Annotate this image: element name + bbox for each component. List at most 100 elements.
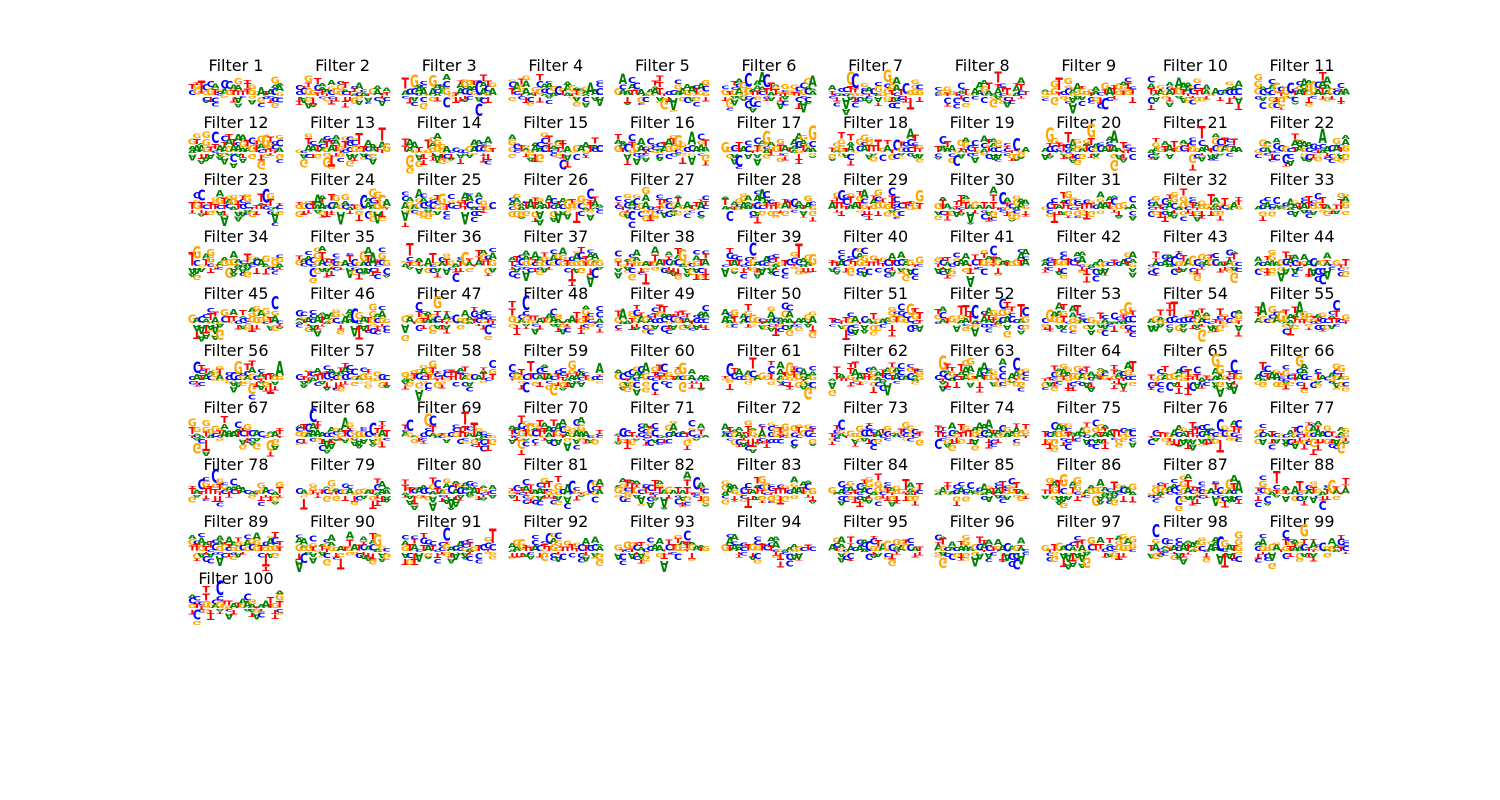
sequence-logo: CACGTGCTGTCCCACTTCGGACAACGACATAGGATTACTC… <box>934 70 1030 110</box>
logo-letter-T: T <box>457 430 465 439</box>
logo-letter-G: G <box>744 421 753 428</box>
logo-letter-G: G <box>725 146 734 155</box>
logo-letter-C: C <box>883 431 891 440</box>
logo-letter-A: A <box>1277 205 1287 208</box>
logo-letter-G: G <box>202 146 211 155</box>
logo-letter-C: C <box>243 490 251 496</box>
logo-letter-A: A <box>980 148 989 154</box>
logo-letter-C: C <box>327 200 335 211</box>
logo-letter-A: A <box>1003 323 1012 331</box>
logo-letter-T: T <box>1333 317 1341 325</box>
logo-letter-T: T <box>1157 431 1165 440</box>
logo-letter-A: A <box>197 213 206 217</box>
logo-letter-A: A <box>1087 264 1096 268</box>
logo-letter-C: C <box>239 203 247 212</box>
logo-letter-A: A <box>1291 441 1300 450</box>
panel-title: Filter 61 <box>736 341 802 360</box>
logo-letter-C: C <box>892 92 900 97</box>
logo-letter-T: T <box>1217 214 1225 221</box>
logo-letter-C: C <box>1328 266 1336 271</box>
logo-letter-A: A <box>994 95 1003 100</box>
logo-letter-T: T <box>545 266 553 270</box>
logo-letter-C: C <box>327 432 335 439</box>
logo-letter-G: G <box>952 258 961 262</box>
logo-letter-T: T <box>221 205 229 211</box>
logo-letter-A: A <box>429 87 438 98</box>
logo-letter-C: C <box>661 380 669 385</box>
logo-letter-C: C <box>420 84 428 89</box>
logo-letter-T: T <box>1199 308 1207 315</box>
logo-letter-A: A <box>1166 82 1175 88</box>
logo-letter-C: C <box>197 315 205 325</box>
logo-letter-C: C <box>332 317 340 325</box>
logo-letter-G: G <box>1212 351 1221 371</box>
logo-letter-C: C <box>429 266 437 274</box>
logo-letter-A: A <box>359 92 368 97</box>
logo-letter-C: C <box>934 86 942 91</box>
logo-letter-C: C <box>207 307 215 314</box>
logo-letter-C: C <box>1194 365 1202 376</box>
logo-letter-A: A <box>767 91 776 97</box>
logo-letter-G: G <box>785 359 794 381</box>
logo-letter-G: G <box>438 149 447 154</box>
logo-letter-G: G <box>744 311 753 318</box>
logo-letter-G: G <box>869 371 878 377</box>
logo-letter-G: G <box>350 146 359 155</box>
logo-letter-G: G <box>1003 329 1012 338</box>
logo-letter-T: T <box>1101 437 1109 444</box>
logo-letter-A: A <box>415 152 424 161</box>
logo-letter-T: T <box>518 448 526 457</box>
logo-letter-C: C <box>976 321 984 324</box>
logo-letter-T: T <box>591 320 599 324</box>
logo-letter-C: C <box>1128 315 1136 325</box>
logo-letter-C: C <box>549 307 557 318</box>
logo-letter-A: A <box>1017 201 1026 211</box>
logo-letter-A: A <box>1323 204 1332 211</box>
logo-letter-C: C <box>1128 375 1136 381</box>
logo-letter-G: G <box>1332 153 1341 156</box>
logo-letter-A: A <box>479 369 488 374</box>
logo-letter-T: T <box>962 302 970 321</box>
logo-letter-A: A <box>683 272 692 278</box>
logo-letter-G: G <box>915 437 924 446</box>
logo-letter-C: C <box>999 150 1007 153</box>
logo-letter-C: C <box>508 362 516 375</box>
logo-letter-C: C <box>1171 316 1179 326</box>
logo-letter-T: T <box>679 318 687 325</box>
logo-letter-C: C <box>721 263 729 268</box>
logo-letter-G: G <box>350 268 359 277</box>
logo-letter-G: G <box>702 152 711 162</box>
logo-letter-T: T <box>564 158 572 168</box>
logo-letter-G: G <box>808 209 817 217</box>
logo-letter-G: G <box>406 209 415 214</box>
logo-letter-G: G <box>419 209 428 218</box>
logo-letter-A: A <box>1050 433 1059 439</box>
logo-letter-A: A <box>1332 144 1341 154</box>
logo-letter-C: C <box>615 323 623 329</box>
logo-letter-C: C <box>257 500 265 506</box>
logo-letter-T: T <box>939 200 947 207</box>
logo-letter-A: A <box>1068 136 1077 151</box>
logo-letter-G: G <box>985 144 995 148</box>
logo-letter-C: C <box>364 208 372 221</box>
logo-letter-G: G <box>692 260 701 268</box>
logo-letter-G: G <box>419 100 428 109</box>
logo-letter-C: C <box>832 100 840 106</box>
logo-letter-G: G <box>1304 102 1313 107</box>
logo-letter-A: A <box>433 151 442 166</box>
logo-letter-C: C <box>549 249 557 256</box>
logo-letter-G: G <box>1179 195 1188 204</box>
logo-letter-C: C <box>582 371 590 377</box>
logo-letter-A: A <box>479 249 488 255</box>
logo-letter-G: G <box>1258 209 1267 216</box>
logo-letter-A: A <box>1272 138 1281 145</box>
logo-letter-A: A <box>373 207 382 226</box>
logo-letter-G: G <box>192 244 201 263</box>
logo-letter-G: G <box>975 319 984 322</box>
logo-letter-C: C <box>651 377 659 382</box>
logo-letter-G: G <box>767 422 776 427</box>
logo-letter-G: G <box>531 87 540 94</box>
logo-letter-C: C <box>1226 376 1234 379</box>
logo-letter-G: G <box>1073 320 1082 325</box>
logo-letter-A: A <box>595 266 604 270</box>
